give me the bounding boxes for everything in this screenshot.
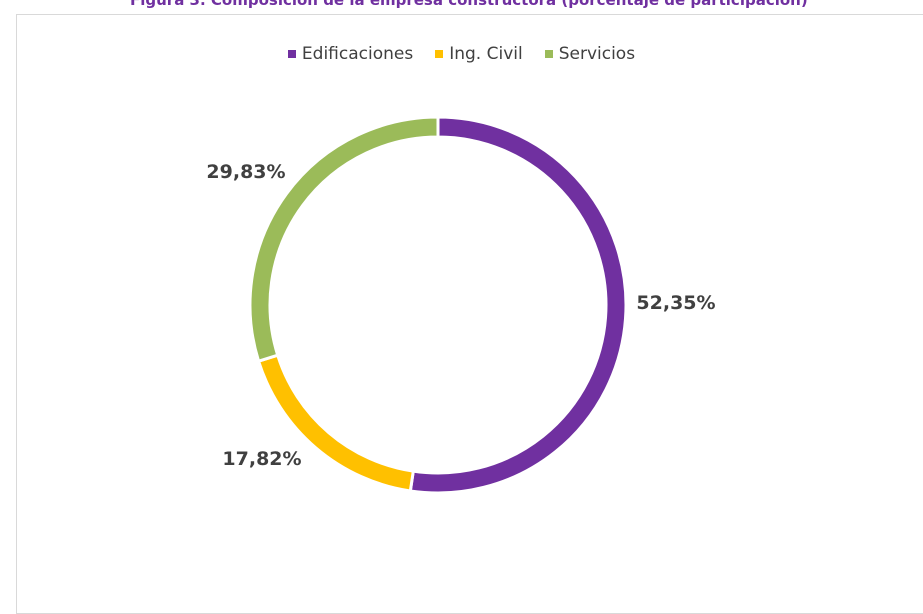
data-label-servicios: 29,83%	[206, 161, 285, 183]
donut-slice-edificaciones	[408, 115, 628, 495]
legend-swatch-servicios	[544, 50, 553, 58]
donut-slice-servicios	[248, 115, 440, 364]
donut-chart: 52,35% 17,82% 29,83%	[206, 115, 716, 495]
legend-label-ing-civil: Ing. Civil	[449, 44, 523, 64]
legend-item-ing-civil: Ing. Civil	[435, 44, 523, 64]
donut-slices	[248, 115, 628, 495]
legend-label-edificaciones: Edificaciones	[301, 44, 414, 64]
legend-item-servicios: Servicios	[544, 44, 636, 64]
donut-slice-ing-civil	[256, 353, 415, 493]
legend: Edificaciones Ing. Civil Servicios	[0, 44, 923, 64]
legend-swatch-edificaciones	[287, 50, 296, 58]
data-label-ing-civil: 17,82%	[222, 448, 301, 470]
data-label-edificaciones: 52,35%	[636, 292, 715, 314]
chart-title: Figura 3. Composición de la empresa cons…	[130, 0, 808, 9]
chart-area	[16, 14, 923, 614]
legend-label-servicios: Servicios	[558, 44, 636, 64]
legend-item-edificaciones: Edificaciones	[287, 44, 414, 64]
legend-swatch-ing-civil	[435, 50, 444, 58]
donut-data-labels: 52,35% 17,82% 29,83%	[206, 161, 715, 470]
chart-title-strip: Figura 3. Composición de la empresa cons…	[0, 0, 923, 10]
